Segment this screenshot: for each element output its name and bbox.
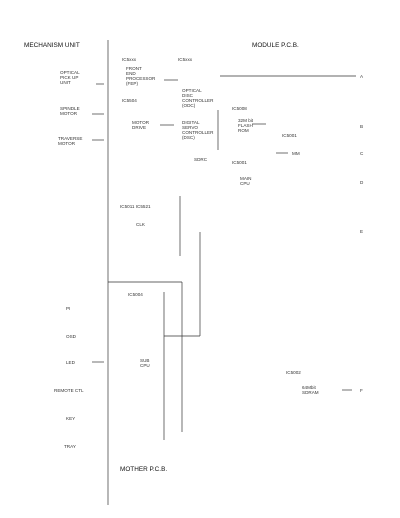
output-letter-e: E bbox=[360, 229, 364, 234]
mechanism-unit-label: MECHANISM UNIT bbox=[24, 42, 80, 49]
led-label: LED bbox=[66, 360, 75, 365]
ic-cpu-label: IC5001 bbox=[232, 160, 247, 165]
pi-label: PI bbox=[66, 306, 71, 311]
ic-top-mid-label: IC5xxx bbox=[178, 57, 193, 62]
ic-mpeg-label: IC5001 bbox=[282, 133, 297, 138]
optical-pickup-label: OPTICAL PICK UP UNIT bbox=[60, 70, 80, 85]
output-letter-a: A bbox=[360, 74, 364, 79]
osd-label: OSD bbox=[66, 334, 76, 339]
tray-label: TRAY bbox=[64, 444, 76, 449]
front-end-processor-block: FRONT END PROCESSOR (FEP) bbox=[126, 66, 156, 86]
main-cpu-block: MAIN CPU bbox=[240, 176, 252, 186]
clk-block: CLK bbox=[136, 222, 145, 227]
output-letter-d: D bbox=[360, 180, 364, 185]
output-letter-b: B bbox=[360, 124, 364, 129]
ic-motor-label: IC5504 bbox=[122, 98, 137, 103]
ic-sdram-label: IC5002 bbox=[286, 370, 301, 375]
mm-block: MM bbox=[292, 151, 300, 156]
ic-top-left-label: IC5xxx bbox=[122, 57, 137, 62]
digital-servo-controller-block: DIGITAL SERVO CONTROLLER (DSC) bbox=[182, 120, 214, 140]
output-letter-c: C bbox=[360, 151, 364, 156]
sdrc-block: SDRC bbox=[194, 157, 208, 162]
module-pcb-label: MODULE P.C.B. bbox=[252, 42, 299, 49]
ic-sub-label: IC5004 bbox=[128, 292, 143, 297]
traverse-motor-label: TRAVERSE MOTOR bbox=[58, 136, 83, 146]
output-letter-f: F bbox=[360, 388, 363, 393]
sdram-block: 64Mbit SDRAM bbox=[302, 385, 319, 395]
mother-pcb-label: MOTHER P.C.B. bbox=[120, 466, 168, 473]
ic-flash-label: IC5008 bbox=[232, 106, 247, 111]
sub-cpu-block: SUB CPU bbox=[140, 358, 150, 368]
motor-drive-block: MOTOR DRIVE bbox=[132, 120, 150, 130]
key-label: KEY bbox=[66, 416, 76, 421]
ic-clk-label: IC5011 IC5521 bbox=[120, 204, 151, 209]
flash-rom-block: 32M bit FLASH ROM bbox=[238, 118, 254, 133]
spindle-motor-label: SPINDLE MOTOR bbox=[60, 106, 80, 116]
optical-disc-controller-block: OPTICAL DISC CONTROLLER (ODC) bbox=[182, 88, 214, 108]
remote-ctl-label: REMOTE CTL bbox=[54, 388, 84, 393]
